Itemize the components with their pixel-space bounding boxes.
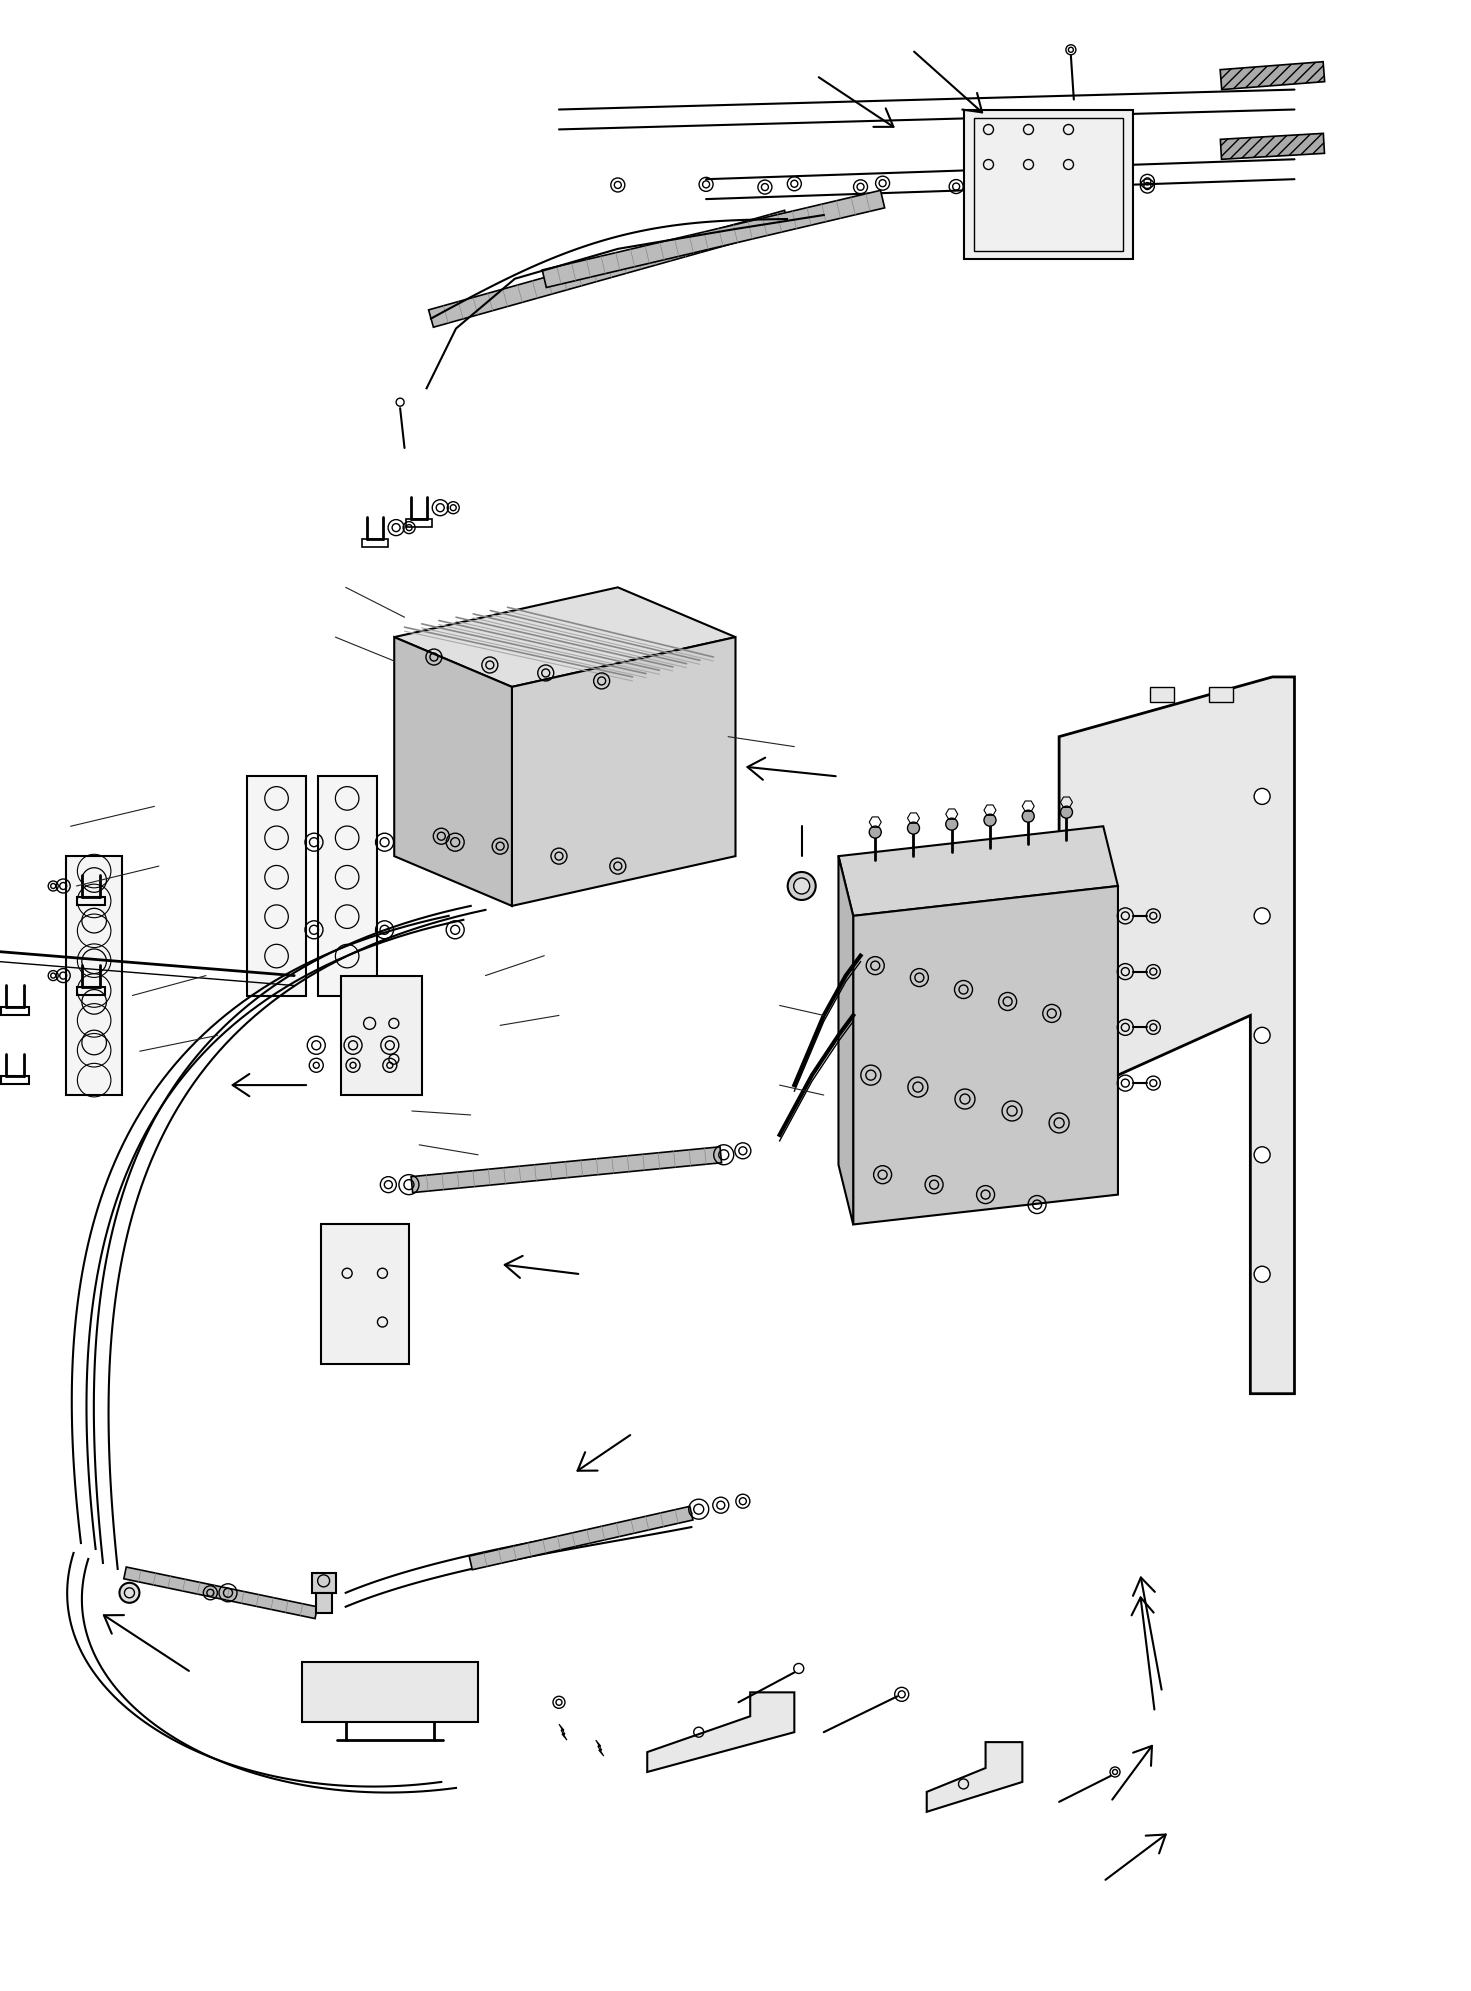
- Polygon shape: [1059, 677, 1294, 1394]
- Circle shape: [984, 814, 996, 826]
- Bar: [974, 117, 1122, 251]
- Circle shape: [794, 1662, 803, 1674]
- Bar: [321, 1224, 409, 1364]
- Circle shape: [1255, 1266, 1269, 1282]
- Circle shape: [869, 826, 881, 838]
- Circle shape: [1255, 1027, 1269, 1043]
- Bar: [302, 1662, 478, 1722]
- Circle shape: [1022, 810, 1034, 822]
- Bar: [66, 856, 122, 1095]
- Bar: [341, 976, 422, 1095]
- Polygon shape: [838, 826, 1118, 916]
- Polygon shape: [394, 637, 512, 906]
- Polygon shape: [647, 1692, 794, 1772]
- Polygon shape: [927, 1742, 1022, 1812]
- Polygon shape: [469, 1507, 693, 1569]
- Circle shape: [119, 1583, 140, 1603]
- Polygon shape: [596, 1740, 603, 1756]
- Circle shape: [1255, 1147, 1269, 1163]
- Polygon shape: [559, 1724, 566, 1740]
- Bar: [312, 1573, 335, 1593]
- Bar: [318, 776, 377, 996]
- Polygon shape: [124, 1567, 318, 1619]
- Bar: [362, 540, 388, 548]
- Bar: [0, 1007, 29, 1015]
- Bar: [76, 898, 106, 906]
- Polygon shape: [410, 1147, 722, 1193]
- Bar: [1209, 687, 1233, 703]
- Polygon shape: [428, 211, 790, 327]
- Circle shape: [946, 818, 958, 830]
- Bar: [406, 520, 432, 528]
- Polygon shape: [853, 886, 1118, 1224]
- Circle shape: [787, 872, 816, 900]
- Polygon shape: [1219, 62, 1325, 90]
- Circle shape: [1061, 806, 1072, 818]
- Polygon shape: [543, 191, 884, 287]
- Bar: [0, 1077, 29, 1085]
- Bar: [316, 1593, 331, 1613]
- Bar: [76, 988, 106, 996]
- Circle shape: [908, 822, 919, 834]
- Polygon shape: [838, 856, 853, 1224]
- Circle shape: [1255, 788, 1269, 804]
- Polygon shape: [512, 637, 736, 906]
- Circle shape: [1111, 1766, 1119, 1778]
- Circle shape: [794, 878, 809, 894]
- Polygon shape: [1221, 133, 1324, 159]
- Bar: [964, 110, 1133, 259]
- Circle shape: [1255, 908, 1269, 924]
- Bar: [247, 776, 306, 996]
- Polygon shape: [394, 587, 736, 687]
- Bar: [1150, 687, 1174, 703]
